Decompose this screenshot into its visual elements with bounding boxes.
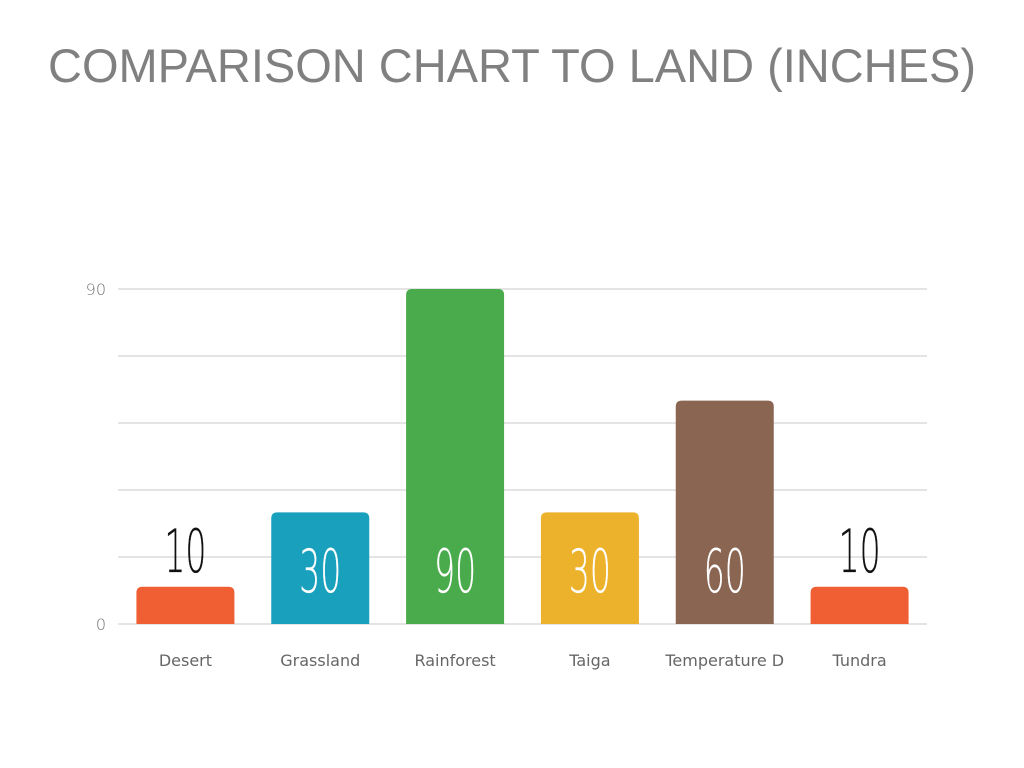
bar-rainforest: [406, 289, 505, 624]
bar-temperature-d: [675, 400, 774, 624]
x-tick-label: Temperature D: [664, 651, 784, 670]
x-tick-label: Desert: [159, 651, 212, 670]
bar-taiga: [540, 512, 639, 624]
data-label: 10: [164, 517, 206, 586]
data-label: 30: [299, 537, 341, 606]
x-tick-label: Grassland: [280, 651, 360, 670]
bar-grassland: [271, 512, 370, 624]
data-label: 30: [569, 537, 611, 606]
x-tick-label: Tundra: [831, 651, 886, 670]
data-label: 90: [434, 537, 476, 606]
data-label: 60: [704, 537, 746, 606]
bar-desert: [136, 586, 235, 624]
y-tick-label: 0: [96, 615, 106, 634]
x-tick-label: Rainforest: [414, 651, 495, 670]
chart-title: COMPARISON CHART TO LAND (INCHES): [48, 39, 976, 92]
bar-tundra: [810, 586, 909, 624]
data-label: 10: [839, 517, 881, 586]
x-tick-label: Taiga: [568, 651, 610, 670]
y-tick-label: 90: [86, 280, 106, 299]
